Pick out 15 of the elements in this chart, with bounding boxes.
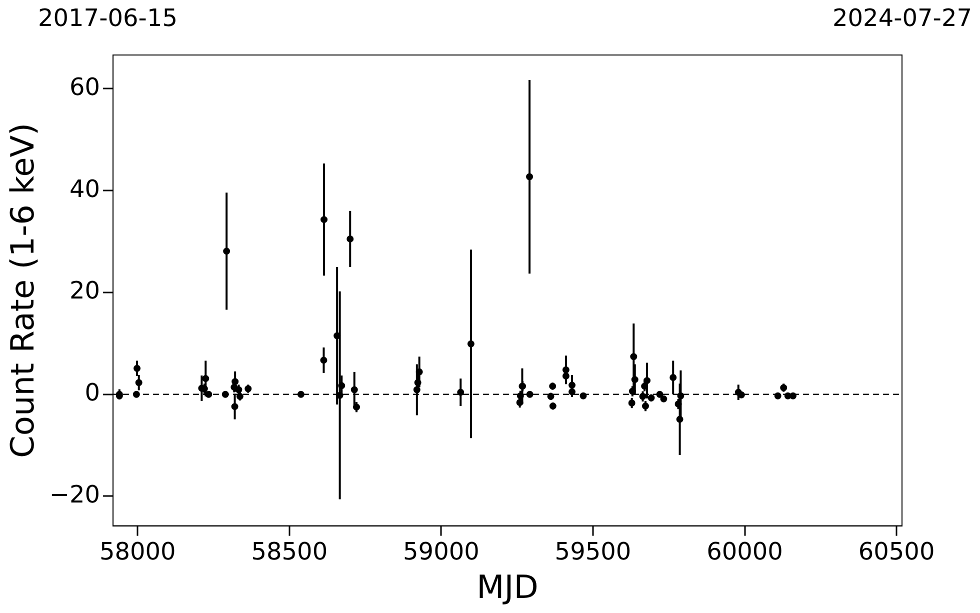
y-tick-label: 0 [84,378,100,407]
x-tick-label: 58000 [99,537,176,566]
y-axis-title: Count Rate (1-6 keV) [4,122,42,458]
x-tick-label: 59000 [403,537,480,566]
y-tick-label: 40 [70,174,100,203]
y-tick-label: −20 [49,480,100,508]
x-tick-label: 60000 [706,537,783,566]
x-tick-label: 58500 [251,537,328,566]
x-tick-label: 60500 [858,537,935,566]
y-tick-label: 60 [70,72,100,101]
text: 2017-06-15 [38,4,178,32]
text: 2024-07-27 [832,4,972,32]
x-axis-title: MJD [476,568,538,606]
x-tick-label: 59500 [554,537,632,566]
y-tick-label: 20 [70,276,100,305]
